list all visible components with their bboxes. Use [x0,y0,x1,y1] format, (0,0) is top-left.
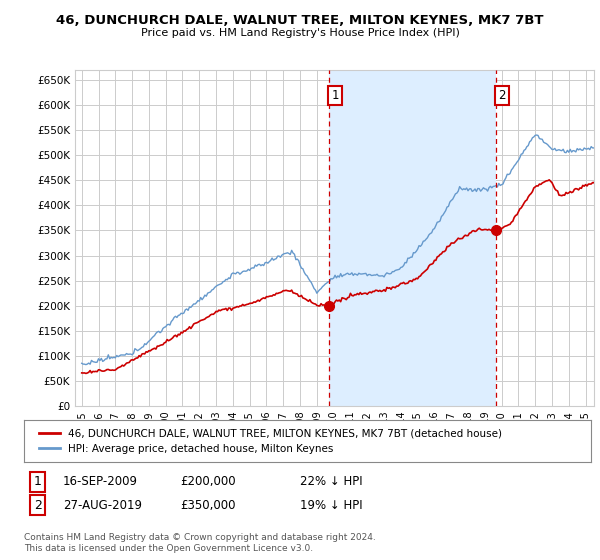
Text: 27-AUG-2019: 27-AUG-2019 [63,498,142,512]
Text: 2: 2 [499,88,506,101]
Text: £200,000: £200,000 [180,475,236,488]
Text: 46, DUNCHURCH DALE, WALNUT TREE, MILTON KEYNES, MK7 7BT: 46, DUNCHURCH DALE, WALNUT TREE, MILTON … [56,14,544,27]
Text: 16-SEP-2009: 16-SEP-2009 [63,475,138,488]
Text: 22% ↓ HPI: 22% ↓ HPI [300,475,362,488]
Text: 19% ↓ HPI: 19% ↓ HPI [300,498,362,512]
Text: £350,000: £350,000 [180,498,235,512]
Legend: 46, DUNCHURCH DALE, WALNUT TREE, MILTON KEYNES, MK7 7BT (detached house), HPI: A: 46, DUNCHURCH DALE, WALNUT TREE, MILTON … [35,424,506,458]
Text: 1: 1 [331,88,339,101]
Text: Price paid vs. HM Land Registry's House Price Index (HPI): Price paid vs. HM Land Registry's House … [140,28,460,38]
Text: 2: 2 [34,498,42,512]
Bar [329,70,496,406]
Text: Contains HM Land Registry data © Crown copyright and database right 2024.
This d: Contains HM Land Registry data © Crown c… [24,533,376,553]
Text: 1: 1 [34,475,42,488]
